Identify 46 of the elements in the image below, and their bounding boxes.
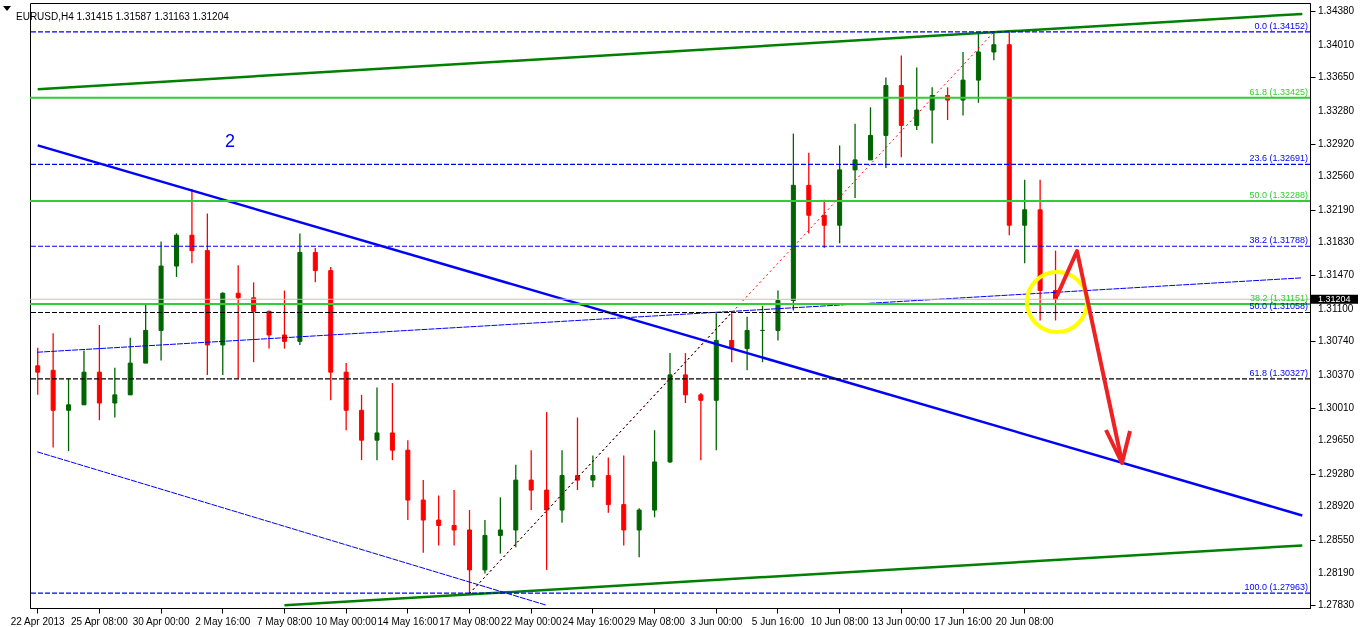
x-tick-label: 7 May 08:00 [256,615,313,627]
y-tick-label: 1.28550 [1318,533,1355,545]
y-tick-label: 1.32190 [1318,203,1355,215]
x-tick-label: 22 Apr 2013 [10,615,66,627]
x-tick-label: 10 Jun 08:00 [810,615,869,627]
x-tick-label: 10 May 00:00 [315,615,377,627]
x-tick-label: 20 Jun 08:00 [995,615,1055,627]
x-tick-label: 3 Jun 00:00 [690,615,743,627]
y-tick-label: 1.28920 [1318,500,1355,512]
y-tick-label: 1.31830 [1318,236,1355,248]
ref-line-label: 100.0 (1.27963) [1244,582,1308,593]
ref-line-label: 0.0 (1.34152) [1254,20,1308,31]
ref-line-label: 1.31204 [1318,294,1351,305]
y-tick-label: 1.30370 [1318,368,1355,380]
x-tick-label: 22 May 00:00 [500,615,562,627]
y-tick-label: 1.34010 [1318,38,1355,50]
y-tick-label: 1.33650 [1318,71,1355,83]
y-tick-label: 1.28190 [1318,566,1355,578]
y-tick-label: 1.30010 [1318,401,1355,413]
ref-line-label: 50.0 (1.32288) [1249,189,1308,200]
x-tick-label: 5 Jun 16:00 [751,615,805,627]
y-tick-label: 1.29280 [1318,467,1355,479]
y-tick-label: 1.30740 [1318,335,1355,347]
x-tick-label: 24 May 16:00 [562,615,624,627]
x-tick-label: 2 May 16:00 [195,615,251,627]
y-tick-label: 1.32920 [1318,137,1355,149]
x-tick-label: 13 Jun 00:00 [872,615,931,627]
y-tick-label: 1.31470 [1318,269,1355,281]
ref-line-label: 38.2 (1.31788) [1249,235,1308,246]
x-tick-label: 30 Apr 00:00 [132,615,190,627]
y-tick-label: 1.29650 [1318,434,1355,446]
y-tick-label: 1.27830 [1318,599,1355,611]
ref-line-label: 23.6 (1.32691) [1249,153,1308,164]
x-tick-label: 25 Apr 08:00 [71,615,129,627]
x-tick-label: 17 May 08:00 [439,615,501,627]
x-tick-label: 17 Jun 16:00 [934,615,993,627]
x-tick-label: 14 May 16:00 [377,615,439,627]
y-tick-label: 1.33280 [1318,104,1355,116]
y-tick-label: 1.32560 [1318,170,1355,182]
x-tick-label: 29 May 08:00 [624,615,686,627]
y-tick-label: 1.31100 [1318,302,1354,314]
ref-line-label: 38.2 (1.31151) [1250,293,1308,304]
ref-line-label: 61.8 (1.33425) [1249,86,1308,97]
annotation: 2 [224,131,236,151]
y-tick-label: 1.34380 [1318,5,1355,17]
ref-line-label: 61.8 (1.30327) [1249,367,1308,378]
